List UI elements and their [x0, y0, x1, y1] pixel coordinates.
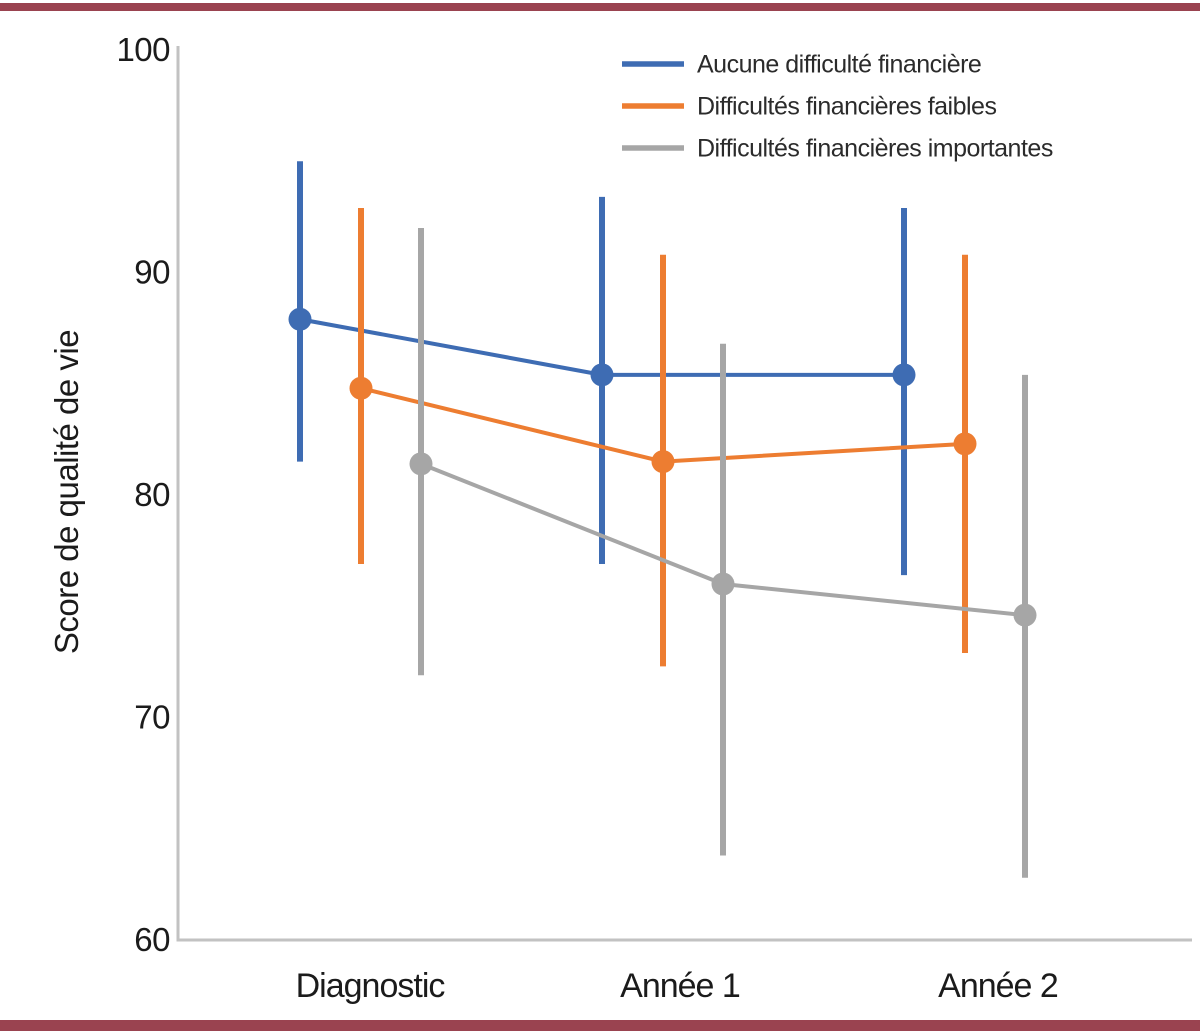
legend-label-2: Difficultés financières faibles — [697, 93, 996, 121]
x-tick-label-1: Diagnostic — [296, 967, 446, 1005]
series-1 — [288, 161, 916, 576]
data-point — [651, 450, 675, 474]
y-tick-label-90: 90 — [134, 254, 170, 291]
legend: Aucune difficulté financière Difficultés … — [622, 51, 1053, 163]
y-axis-title: Score de qualité de vie — [48, 330, 85, 654]
data-point — [590, 363, 614, 387]
y-tick-label-70: 70 — [134, 699, 170, 736]
y-tick-label-100: 100 — [116, 31, 170, 68]
bottom-border-bar — [0, 1020, 1200, 1031]
series-3 — [409, 228, 1037, 878]
top-border-bar — [0, 3, 1200, 11]
data-point — [349, 376, 373, 400]
x-tick-label-2: Année 1 — [620, 967, 740, 1005]
legend-label-1: Aucune difficulté financière — [697, 51, 981, 79]
data-point — [711, 572, 735, 596]
x-tick-label-3: Année 2 — [938, 967, 1058, 1005]
data-point — [953, 432, 977, 456]
y-tick-label-60: 60 — [134, 921, 170, 958]
y-tick-label-80: 80 — [134, 476, 170, 513]
series-2 — [349, 207, 977, 667]
data-point — [409, 452, 433, 476]
data-point — [288, 307, 312, 331]
data-point — [892, 363, 916, 387]
legend-label-3: Difficultés financières importantes — [697, 135, 1053, 163]
data-point — [1013, 603, 1037, 627]
